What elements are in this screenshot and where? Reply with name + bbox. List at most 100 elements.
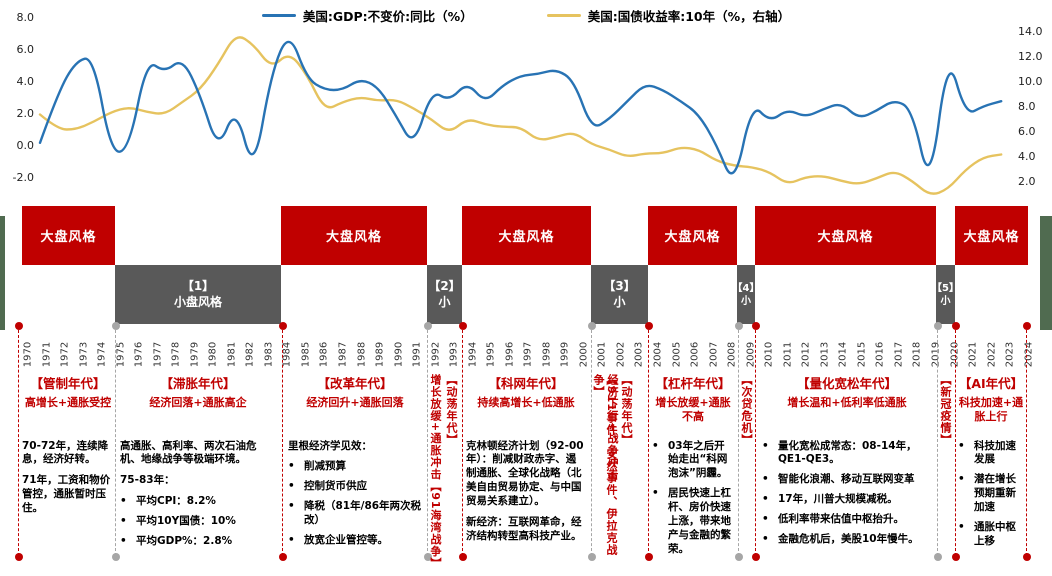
axis-tick-label: 10.0 [1018, 75, 1043, 88]
bullet-text: 居民快速上杠杆、房价快速上涨，带来地产与金融的繁荣。 [668, 487, 731, 555]
right-edge-strip [1040, 216, 1052, 330]
bullet-text: 平均CPI：8.2% [136, 495, 216, 508]
timeline-connector [648, 330, 649, 556]
bullet-marker: • [762, 473, 769, 486]
axis-tick-label: -2.0 [12, 171, 34, 184]
timeline-dot [751, 553, 760, 561]
timeline-connector [738, 330, 739, 556]
axis-tick-label: 6.0 [16, 43, 35, 56]
timeline-dot [751, 322, 760, 330]
timeline-dot [111, 553, 120, 561]
bullet-marker: • [958, 473, 965, 486]
era-body: 里根经济学见效： • 削减预算 • 控制货币供应 • 降税（81年/86年两次税改） • 放宽企… [288, 440, 422, 548]
year-label: 2003 [633, 341, 645, 368]
era-title: 【管制年代】 [30, 376, 106, 391]
timeline-dot [278, 553, 287, 561]
axis-tick-label: 6.0 [1018, 125, 1036, 138]
timeline-dot [587, 322, 596, 330]
style-block-small-cap: 【3】小 [591, 265, 648, 324]
small-cap-number: 【3】 [603, 278, 636, 293]
timeline-dot [587, 553, 596, 561]
year-label: 2024 [1023, 341, 1035, 368]
era-paragraph: 70-72年，连续降息，经济好转。 [22, 439, 109, 466]
bullet-marker: • [288, 460, 295, 473]
timeline-dot [734, 322, 743, 330]
style-block-small-cap: 【1】 小盘风格 [115, 265, 281, 324]
era-paragraph: 新经济：互联网革命，经济结构转型高科技产业。 [466, 515, 582, 542]
bullet-marker: • [288, 480, 295, 493]
year-label: 2011 [782, 341, 794, 368]
bullet-marker: • [762, 513, 769, 526]
era-bullet: • 居民快速上杠杆、房价快速上涨，带来地产与金融的繁荣。 [652, 487, 734, 556]
bullet-marker: • [288, 533, 295, 546]
era-bullet: • 放宽企业管控等。 [288, 534, 422, 548]
timeline-connector [462, 330, 463, 556]
small-cap-number: 【1】 [181, 278, 215, 293]
year-label: 1998 [541, 341, 553, 368]
bullet-text: 智能化浪潮、移动互联网变革 [778, 473, 915, 486]
timeline-dot [644, 322, 653, 330]
year-label: 1972 [59, 341, 71, 368]
bullet-text: 金融危机后，美股10年慢牛。 [778, 532, 919, 545]
style-block-large-cap: 大盘风格 [648, 206, 737, 265]
year-label: 2010 [763, 341, 775, 368]
axis-tick-label: 2.0 [16, 107, 35, 120]
yield-line-swatch [546, 14, 581, 17]
year-label: 1995 [485, 341, 497, 368]
era-vertical-label-title: 【动荡年代】 [445, 374, 458, 446]
small-cap-label: 小 [940, 295, 951, 307]
timeline-dot [644, 553, 653, 561]
small-cap-number: 【2】 [428, 278, 461, 293]
small-cap-label: 小盘风格 [173, 294, 222, 309]
era-paragraph: 71年，工资和物价管控，通胀暂时压住。 [22, 474, 111, 515]
era-vertical-label-subtitle: 增长放缓+通胀冲击【91海湾战争】 [429, 374, 442, 570]
era-paragraph: 75-83年： [120, 474, 175, 487]
bullet-text: 放宽企业管控等。 [304, 533, 388, 546]
year-label: 1975 [115, 341, 127, 368]
year-label: 1983 [263, 341, 275, 368]
year-label: 2005 [671, 341, 683, 368]
style-block-large-cap: 大盘风格 [281, 206, 427, 265]
era-bullet: • 量化宽松成常态：08-14年，QE1-QE3。 [762, 440, 932, 468]
bullet-text: 科技加速发展 [974, 439, 1016, 466]
year-label: 2014 [837, 341, 849, 368]
year-label: 1977 [152, 341, 164, 368]
bullet-marker: • [652, 487, 659, 500]
bullet-marker: • [762, 493, 769, 506]
timeline-dot [734, 553, 743, 561]
era-subtitle: 增长放缓+通胀不高 [655, 395, 731, 423]
era-subtitle: 经济回升+通胀回落 [306, 395, 404, 409]
year-label: 2021 [967, 341, 979, 368]
bullet-text: 17年，川普大规模减税。 [778, 493, 898, 506]
timeline-dot [1022, 553, 1031, 561]
year-label: 1979 [189, 341, 201, 368]
era-column: 【AI年代】 科技加速+通胀上行 • 科技加速发展 • 潜在增长预期重新加速 • 通胀中枢上移 [958, 376, 1024, 555]
year-label: 2023 [1004, 341, 1016, 368]
legend-label-gdp: 美国:GDP:不变价:同比（%） [302, 9, 473, 24]
year-label: 2002 [615, 341, 627, 368]
timeline-dot [951, 553, 960, 561]
style-block-large-cap: 大盘风格 [755, 206, 936, 265]
axis-tick-label: 0.0 [16, 139, 35, 152]
style-block-large-cap: 大盘风格 [955, 206, 1028, 265]
left-edge-strip [0, 216, 5, 330]
year-label: 1987 [337, 341, 349, 368]
era-bullet: • 智能化浪潮、移动互联网变革 [762, 473, 932, 487]
era-bullet: • 17年，川普大规模减税。 [762, 493, 932, 507]
timeline-dot [1022, 322, 1031, 330]
era-vertical-label-title: 【动荡年代】 [620, 374, 633, 446]
era-bullet: • 03年之后开始走出“科网泡沫”阴霾。 [652, 440, 734, 482]
timeline-dot [458, 553, 467, 561]
timeline-dot [278, 322, 287, 330]
era-body: 克林顿经济计划（92-00年）：削减财政赤字、遏制通胀、全球化战略（北美自由贸易… [466, 440, 586, 544]
timeline-connector [1026, 330, 1027, 556]
axis-tick-label: 12.0 [1018, 50, 1043, 63]
era-paragraph: 里根经济学见效： [288, 439, 372, 452]
era-bullet: • 潜在增长预期重新加速 [958, 473, 1024, 515]
bullet-text: 削减预算 [304, 460, 346, 473]
bullet-marker: • [958, 439, 965, 452]
year-label: 1971 [41, 341, 53, 368]
gdp-line [38, 40, 1003, 175]
year-label: 2017 [893, 341, 905, 368]
